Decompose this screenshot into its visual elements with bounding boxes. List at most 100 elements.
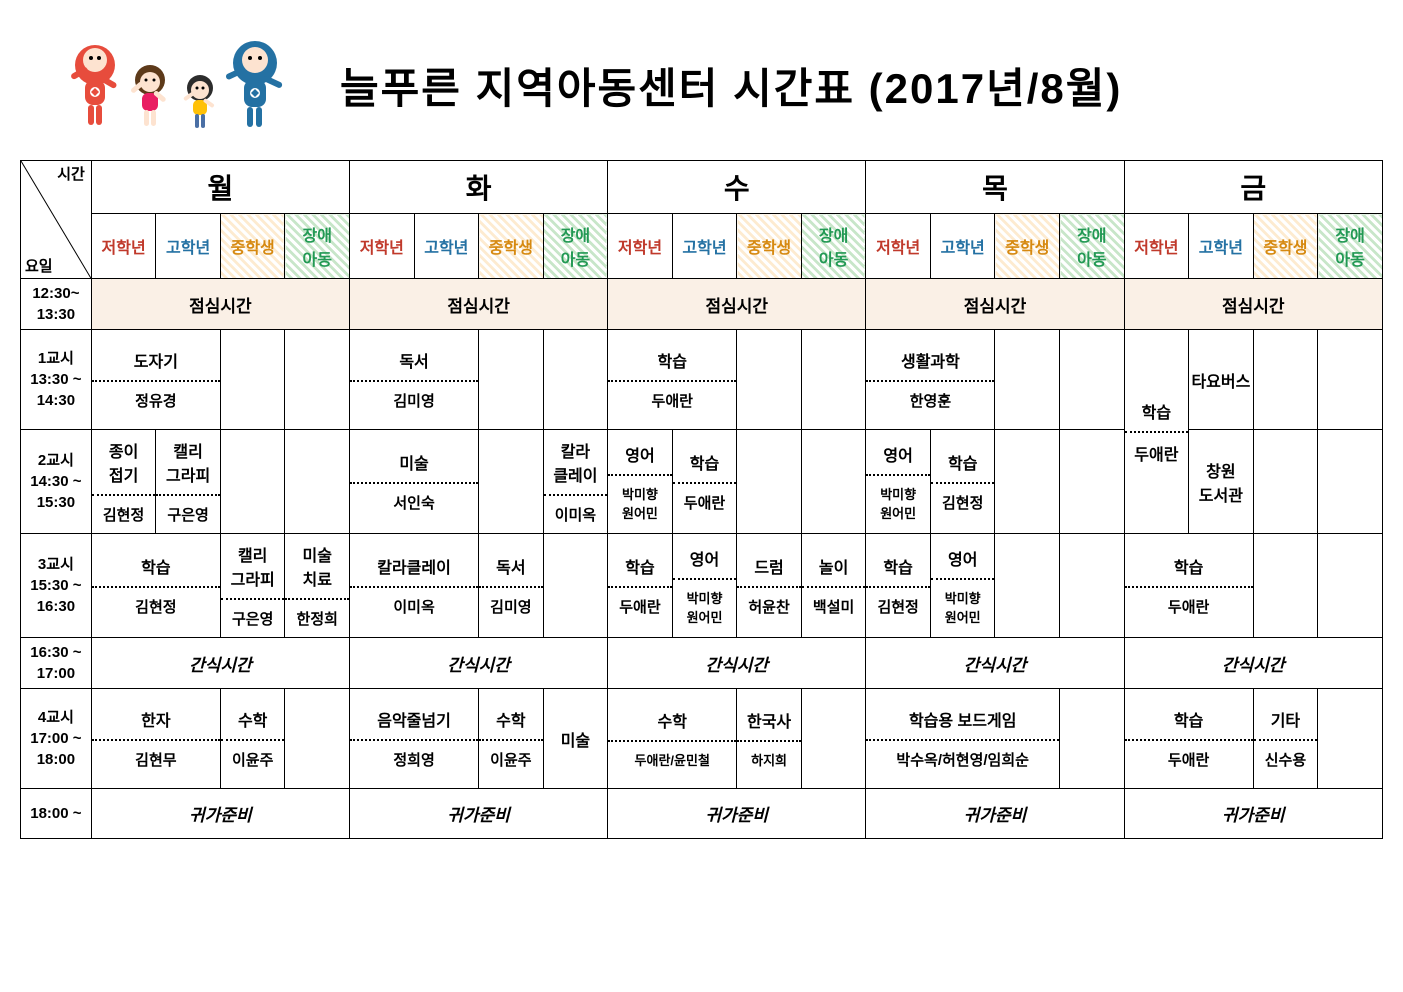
p1-mon: 도자기정유경 [91,330,220,430]
snack-tue: 간식시간 [350,638,608,689]
header: 늘푸른 지역아동센터 시간표 (2017년/8월) [20,30,1383,140]
header-row-cats: 저학년 고학년 중학생 장애아동 저학년 고학년 중학생 장애아동 저학년 고학… [21,214,1383,279]
row-lunch: 12:30~13:30 점심시간 점심시간 점심시간 점심시간 점심시간 [21,279,1383,330]
cat-jang: 장애아동 [1318,214,1383,279]
p3-mon-jung: 캘리그라피구은영 [220,534,285,638]
empty [995,330,1060,430]
empty [1253,430,1318,534]
day-tue: 화 [350,161,608,214]
time-snack: 16:30 ~17:00 [21,638,92,689]
empty [737,330,802,430]
empty [1253,534,1318,638]
day-wed: 수 [608,161,866,214]
time-p4: 4교시17:00 ~18:00 [21,689,92,789]
empty [1318,534,1383,638]
p1-fri-ju: 학습두애란 [1124,330,1189,534]
row-p3: 3교시15:30 ~16:30 학습김현정 캘리그라피구은영 미술치료한정희 칼… [21,534,1383,638]
row-p4: 4교시17:00 ~18:00 한자김현무 수학이윤주 음악줄넘기정희영 수학이… [21,689,1383,789]
cat-go: 고학년 [156,214,221,279]
p2-fri-go: 창원도서관 [1189,430,1254,534]
cat-ju: 저학년 [866,214,931,279]
prep-mon: 귀가준비 [91,789,349,839]
empty [1060,430,1125,534]
time-p2: 2교시14:30 ~15:30 [21,430,92,534]
cat-ju: 저학년 [1124,214,1189,279]
empty [1060,689,1125,789]
empty [737,430,802,534]
snack-wed: 간식시간 [608,638,866,689]
cat-jung: 중학생 [995,214,1060,279]
snack-thu: 간식시간 [866,638,1124,689]
lunch-fri: 점심시간 [1124,279,1382,330]
p2-wed-go: 학습두애란 [672,430,737,534]
cat-jang: 장애아동 [801,214,866,279]
empty [285,430,350,534]
p3-wed-go: 영어박미향원어민 [672,534,737,638]
day-fri: 금 [1124,161,1382,214]
cat-jang: 장애아동 [285,214,350,279]
cat-jang: 장애아동 [543,214,608,279]
p4-fri: 학습두애란 [1124,689,1253,789]
time-prep: 18:00 ~ [21,789,92,839]
p4-fri-jung: 기타신수용 [1253,689,1318,789]
empty [995,534,1060,638]
timetable: 시간 요일 월 화 수 목 금 저학년 고학년 중학생 장애아동 저학년 고학년… [20,160,1383,839]
empty [995,430,1060,534]
empty [1060,534,1125,638]
cat-jang: 장애아동 [1060,214,1125,279]
p4-thu: 학습용 보드게임박수옥/허현영/임희순 [866,689,1060,789]
p3-thu-go: 영어박미향원어민 [930,534,995,638]
cat-ju: 저학년 [91,214,156,279]
snack-fri: 간식시간 [1124,638,1382,689]
time-lunch: 12:30~13:30 [21,279,92,330]
empty [220,330,285,430]
prep-tue: 귀가준비 [350,789,608,839]
p3-thu-ju: 학습김현정 [866,534,931,638]
row-snack: 16:30 ~17:00 간식시간 간식시간 간식시간 간식시간 간식시간 [21,638,1383,689]
p4-wed-jung: 한국사하지희 [737,689,802,789]
p1-thu: 생활과학한영훈 [866,330,995,430]
lunch-mon: 점심시간 [91,279,349,330]
empty [1318,330,1383,430]
empty [543,330,608,430]
p3-wed-jung: 드럼허윤찬 [737,534,802,638]
empty [1060,330,1125,430]
p4-tue-jang: 미술 [543,689,608,789]
p4-tue: 음악줄넘기정희영 [350,689,479,789]
time-p1: 1교시13:30 ~14:30 [21,330,92,430]
p2-tue-jang: 칼라클레이이미옥 [543,430,608,534]
p3-mon: 학습김현정 [91,534,220,638]
empty [801,330,866,430]
cat-jung: 중학생 [220,214,285,279]
cat-go: 고학년 [1189,214,1254,279]
axis-time-label: 시간 [57,163,85,184]
day-thu: 목 [866,161,1124,214]
p3-wed-jang: 놀이백설미 [801,534,866,638]
empty [1318,689,1383,789]
empty [801,430,866,534]
p3-fri: 학습두애란 [1124,534,1253,638]
logo-characters [60,30,310,140]
empty [543,534,608,638]
empty [1318,430,1383,534]
p2-thu-ju: 영어박미향원어민 [866,430,931,534]
p3-wed-ju: 학습두애란 [608,534,673,638]
prep-wed: 귀가준비 [608,789,866,839]
empty [220,430,285,534]
empty [1253,330,1318,430]
row-prep: 18:00 ~ 귀가준비 귀가준비 귀가준비 귀가준비 귀가준비 [21,789,1383,839]
cat-jung: 중학생 [479,214,544,279]
cat-jung: 중학생 [1253,214,1318,279]
empty [285,330,350,430]
cat-jung: 중학생 [737,214,802,279]
page-title: 늘푸른 지역아동센터 시간표 (2017년/8월) [340,55,1122,116]
p4-mon: 한자김현무 [91,689,220,789]
cat-ju: 저학년 [350,214,415,279]
p4-tue-jung: 수학이윤주 [479,689,544,789]
cat-go: 고학년 [672,214,737,279]
empty [801,689,866,789]
lunch-thu: 점심시간 [866,279,1124,330]
p4-mon-jung: 수학이윤주 [220,689,285,789]
axis-corner: 시간 요일 [21,161,92,279]
p2-mon-ju: 종이접기김현정 [91,430,156,534]
